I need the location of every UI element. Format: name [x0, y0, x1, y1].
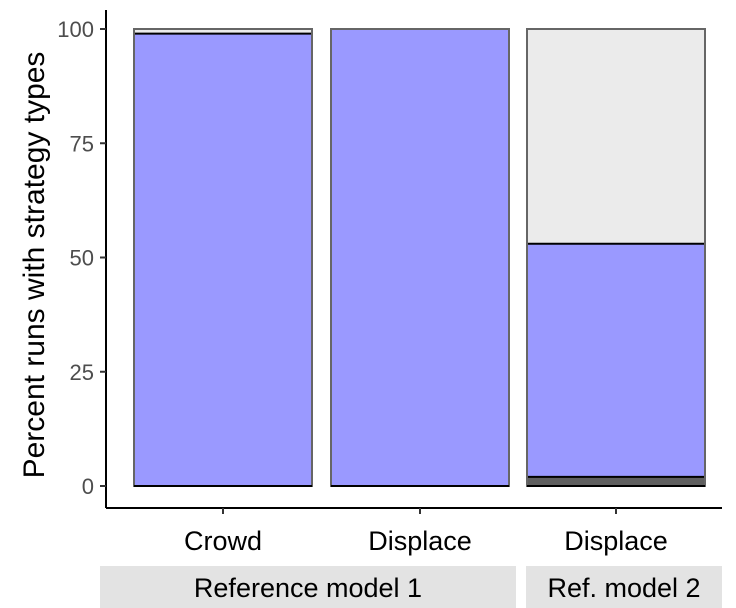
facet-label: Ref. model 2: [547, 573, 700, 603]
bar-segment: [134, 33, 312, 486]
facet-label: Reference model 1: [194, 573, 422, 603]
y-axis-title: Percent runs with strategy types: [18, 52, 51, 479]
bar-segment: [527, 476, 705, 486]
bar-segment: [527, 243, 705, 477]
bar-segment: [527, 29, 705, 244]
y-tick-label: 25: [70, 360, 94, 385]
bar-segment: [134, 29, 312, 34]
facet-strip: [526, 566, 722, 608]
x-tick-label: Displace: [564, 526, 668, 556]
y-tick-label: 50: [70, 246, 94, 271]
facet-strip: [100, 566, 516, 608]
y-axis-ticks: 0 25 50 75 100: [57, 17, 106, 499]
y-tick-label: 75: [70, 131, 94, 156]
x-tick-label: Displace: [368, 526, 472, 556]
x-axis-labels: Crowd Displace Displace: [184, 508, 668, 556]
y-tick-label: 100: [57, 17, 94, 42]
y-tick-label: 0: [82, 474, 94, 499]
facet-strips: Reference model 1 Ref. model 2: [100, 566, 722, 608]
x-tick-label: Crowd: [184, 526, 262, 556]
bar-segment: [331, 29, 509, 486]
bars: [133, 28, 706, 487]
